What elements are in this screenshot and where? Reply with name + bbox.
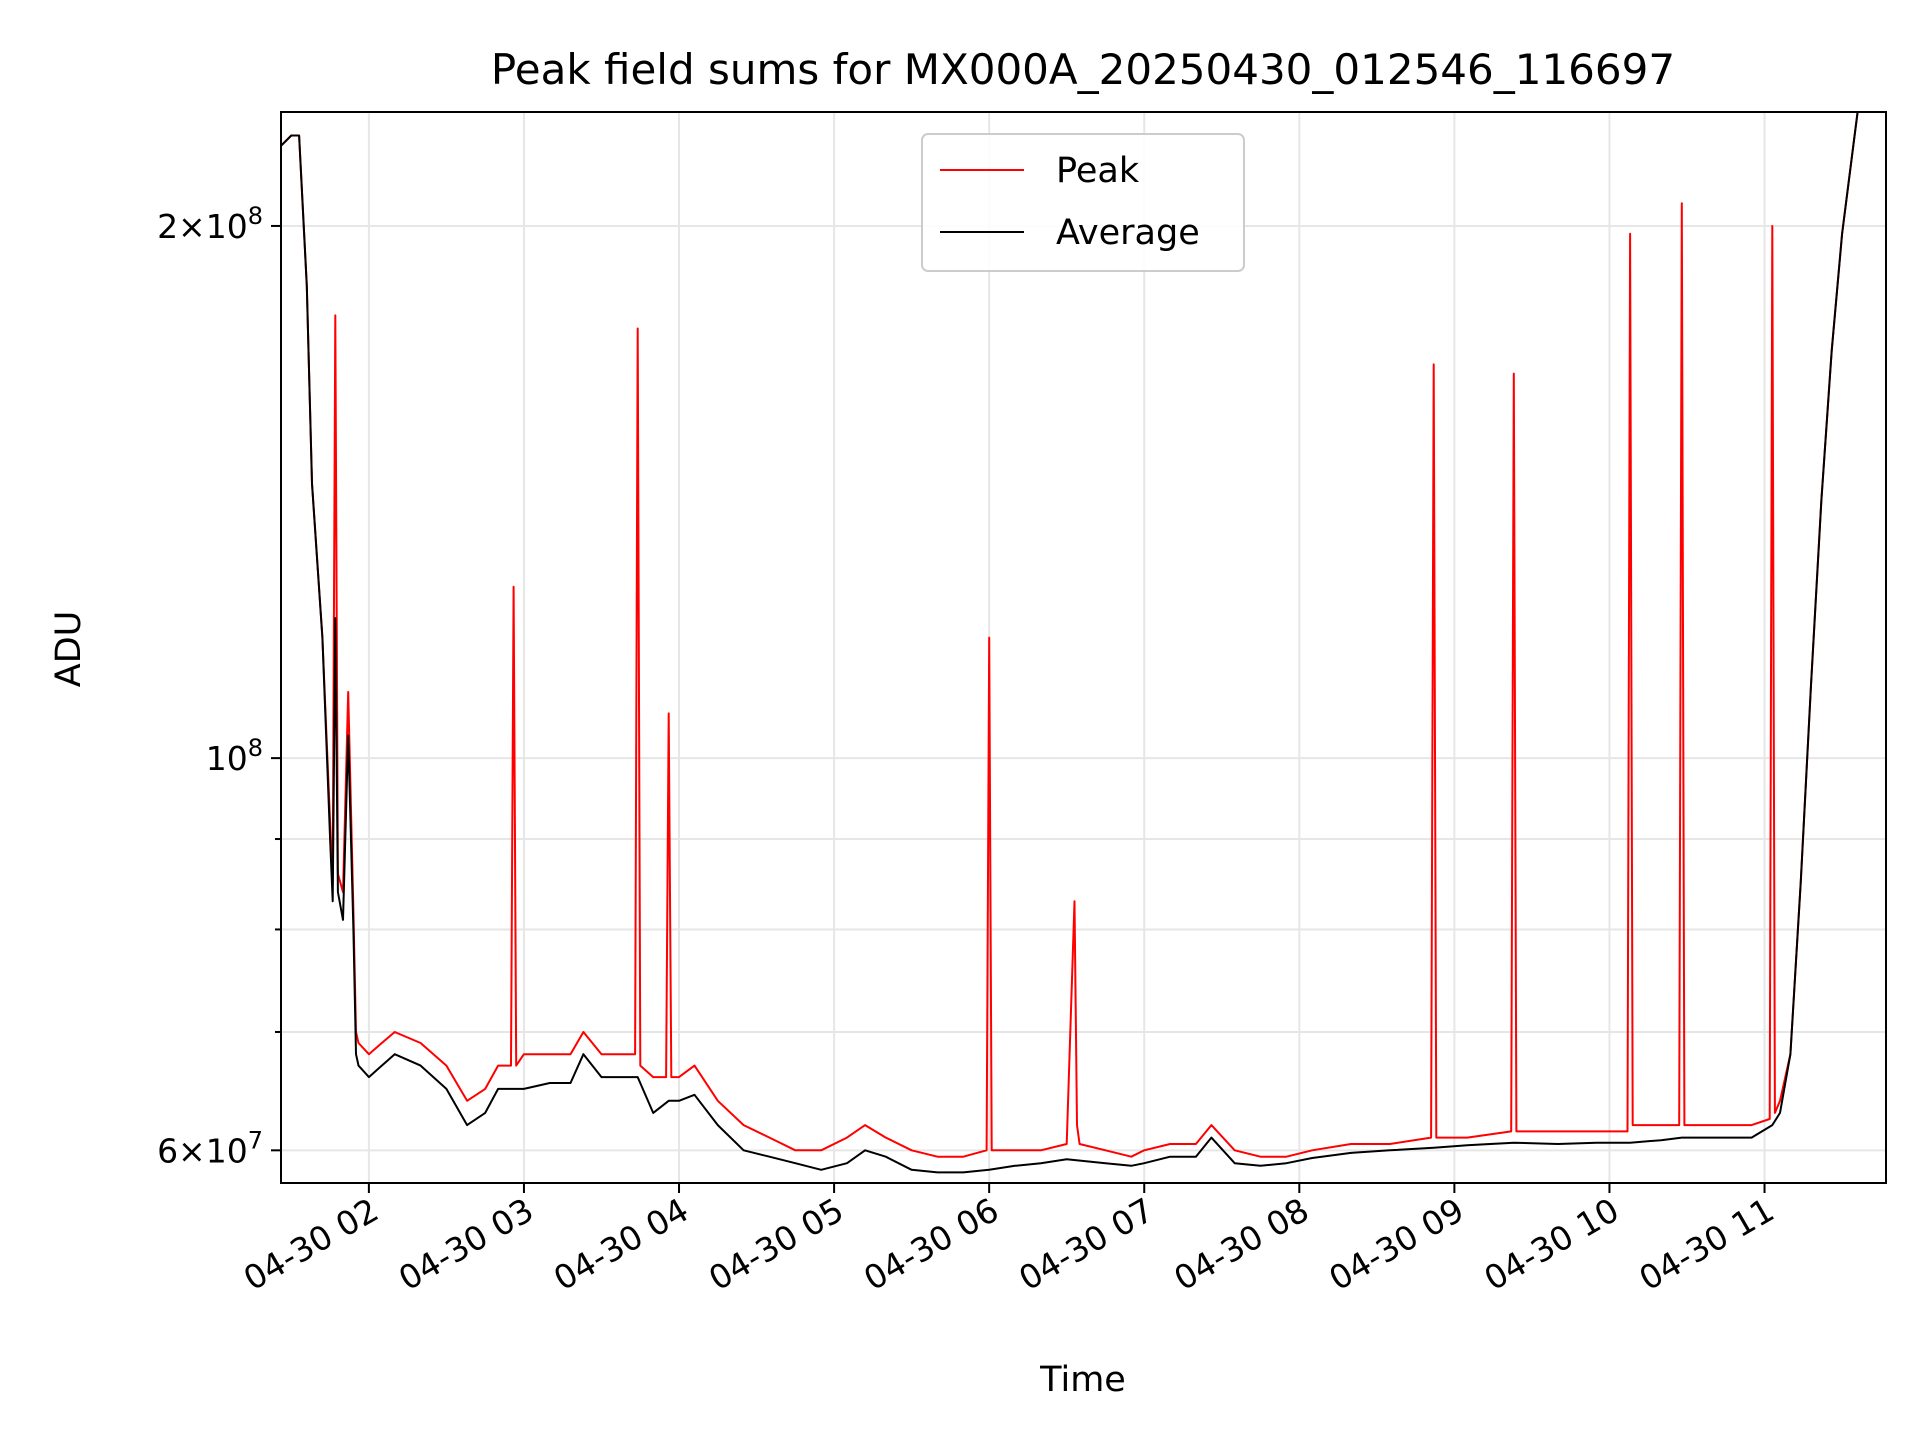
series-layer <box>281 112 1886 1174</box>
x-tick-label: 04-30 03 <box>392 1190 540 1298</box>
x-tick-label: 04-30 07 <box>1012 1190 1160 1298</box>
x-tick-label: 04-30 10 <box>1477 1190 1625 1298</box>
series-line-average <box>281 112 1886 1174</box>
x-tick-label: 04-30 02 <box>237 1190 385 1298</box>
x-tick-label: 04-30 09 <box>1322 1190 1470 1298</box>
series-line-peak <box>281 112 1886 1158</box>
y-axis: 6×107 108 2×108 <box>157 202 281 1170</box>
x-tick-label: 04-30 04 <box>547 1190 695 1298</box>
x-tick-label: 04-30 11 <box>1633 1190 1781 1298</box>
x-axis-label: Time <box>1039 1360 1126 1400</box>
x-tick-label: 04-30 05 <box>702 1190 850 1298</box>
y-tick-label: 108 <box>206 734 263 778</box>
y-axis-label: ADU <box>49 611 89 688</box>
chart-title: Peak field sums for MX000A_20250430_0125… <box>491 45 1675 94</box>
legend-box <box>921 133 1245 272</box>
y-tick-label: 2×108 <box>157 202 263 246</box>
legend-label-average: Average <box>1056 213 1200 253</box>
x-tick-label: 04-30 06 <box>857 1190 1005 1298</box>
y-tick-label: 6×107 <box>157 1126 263 1170</box>
x-tick-label: 04-30 08 <box>1167 1190 1315 1298</box>
x-axis: 04-30 02 04-30 03 04-30 04 04-30 05 04-30 06… <box>237 1183 1781 1298</box>
legend-label-peak: Peak <box>1056 151 1140 191</box>
grid <box>281 112 1886 1183</box>
plot-frame <box>280 111 1887 1184</box>
legend: Peak Average <box>921 133 1245 272</box>
